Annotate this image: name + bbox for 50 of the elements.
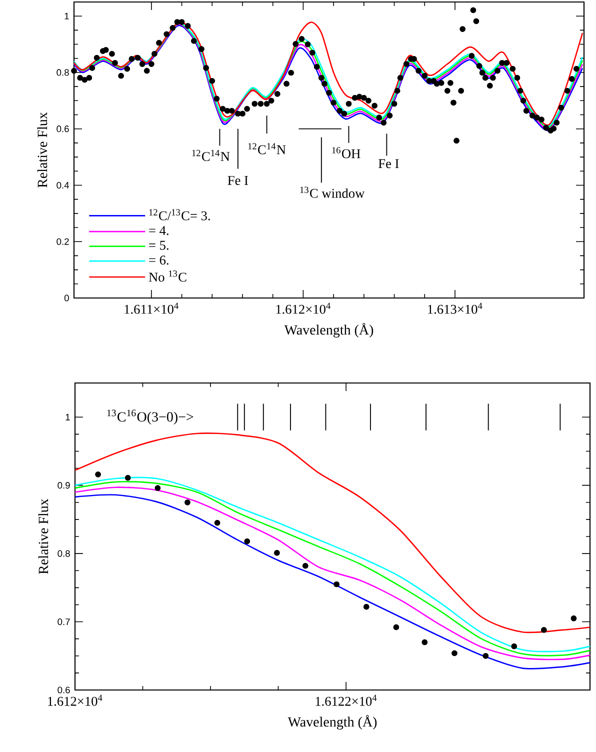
- point: [274, 550, 280, 556]
- y-tick-label: 0.8: [58, 550, 70, 557]
- point: [214, 520, 220, 526]
- x-tick-label: 1.611×10$^{4}$: [124, 302, 178, 314]
- x-axis-title: Wavelength (Å): [288, 715, 377, 730]
- ref-line-label: $^{13}$C window: [300, 186, 365, 198]
- ref-line-label: $^{12}$C$^{14}$N: [248, 143, 286, 154]
- y-axis-title: Relative Flux: [38, 498, 48, 574]
- annotation: $^{13}$C$^{16}$O(3−0)−>: [107, 410, 194, 424]
- legend-label: = 5.: [149, 240, 168, 250]
- y-tick-label: 0.4: [56, 182, 70, 189]
- ref-line-label: $^{12}$C$^{14}$N: [192, 150, 230, 162]
- point: [154, 485, 161, 491]
- point: [95, 471, 101, 478]
- ref-line-label: Fe I: [378, 159, 399, 168]
- y-tick-label: 0.6: [58, 686, 70, 694]
- x-axis-title: Wavelength (Å): [284, 323, 374, 338]
- ref-line-label: $^{16}$OH: [332, 147, 360, 158]
- point: [302, 562, 308, 569]
- point: [124, 474, 131, 481]
- y-tick-label: 0.8: [56, 69, 69, 76]
- legend-label: = 6.: [149, 256, 168, 265]
- point: [393, 624, 400, 630]
- x-tick-label: 1.612×10$^{4}$: [276, 302, 330, 314]
- y-tick-label: 0: [64, 294, 69, 302]
- point: [334, 581, 340, 588]
- y-axis-title: Relative Flux: [37, 112, 48, 188]
- legend-label: = 4.: [149, 226, 168, 236]
- line-series: [75, 432, 590, 634]
- point: [570, 615, 577, 622]
- point: [452, 650, 458, 656]
- legend-label: No $^{13}$C: [148, 270, 186, 282]
- y-tick-label: 0.6: [56, 126, 69, 132]
- ref-line-label: Fe I: [228, 176, 248, 185]
- y-tick-label: 0.7: [58, 618, 70, 626]
- point: [540, 627, 547, 633]
- y-tick-label: 1: [66, 414, 70, 420]
- y-tick-label: 1: [64, 12, 69, 20]
- point: [482, 652, 489, 659]
- point: [422, 639, 428, 646]
- legend-label: $^{12}$C/$^{13}$C= 3.: [149, 209, 210, 220]
- point: [244, 538, 250, 544]
- x-tick-label: 1.6122×10$^{4}$: [316, 694, 377, 706]
- x-tick-label: 1.612×10$^{4}$: [48, 694, 102, 706]
- point: [184, 499, 190, 506]
- y-tick-label: 0.2: [56, 238, 69, 245]
- point: [363, 604, 370, 610]
- point: [511, 643, 518, 650]
- x-tick-label: 1.613×10$^{4}$: [428, 302, 482, 314]
- y-tick-label: 0.9: [58, 482, 70, 489]
